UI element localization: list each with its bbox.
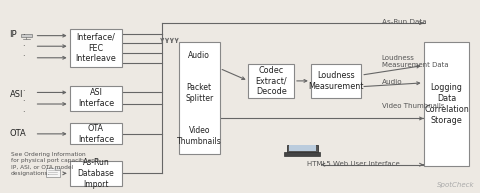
FancyBboxPatch shape [46,168,60,177]
Text: Audio


Packet
Splitter


Video
Thumbnails: Audio Packet Splitter Video Thumbnails [177,51,222,146]
Text: Codec
Extract/
Decode: Codec Extract/ Decode [255,66,287,96]
Text: SpotCheck: SpotCheck [437,182,474,188]
FancyBboxPatch shape [70,86,122,111]
Text: As-Run
Database
Import: As-Run Database Import [78,158,114,189]
Text: Audio: Audio [382,79,402,85]
Text: ·
·
·: · · · [22,31,24,61]
FancyBboxPatch shape [70,123,122,144]
Text: Loudness
Measurement Data: Loudness Measurement Data [382,55,448,68]
Text: HTML5 Web User Interface: HTML5 Web User Interface [307,161,400,167]
Text: See Ordering Information
for physical port capacity and
IP, ASI, or OTA model
de: See Ordering Information for physical po… [11,152,98,176]
FancyBboxPatch shape [70,29,122,67]
FancyBboxPatch shape [424,42,469,166]
FancyBboxPatch shape [249,64,294,98]
Text: As-Run Data: As-Run Data [382,19,426,25]
FancyBboxPatch shape [284,152,321,156]
FancyBboxPatch shape [21,34,32,37]
Text: OTA: OTA [10,129,26,138]
Polygon shape [55,168,60,170]
FancyBboxPatch shape [179,42,220,154]
Text: ASI
Interface: ASI Interface [78,88,114,108]
Text: Interface/
FEC
Interleave: Interface/ FEC Interleave [76,33,116,63]
Text: Loudness
Measurement: Loudness Measurement [308,71,364,91]
Text: Logging
Data
Correlation
Storage: Logging Data Correlation Storage [424,83,469,125]
FancyBboxPatch shape [70,161,122,186]
Text: IP: IP [10,30,17,39]
Text: ASI: ASI [10,90,23,99]
Text: Video Thumbnails: Video Thumbnails [382,103,444,109]
Text: ·
·
·: · · · [22,87,24,117]
FancyBboxPatch shape [311,64,361,98]
FancyBboxPatch shape [287,145,318,152]
Text: OTA
Interface: OTA Interface [78,124,114,144]
FancyBboxPatch shape [289,146,316,151]
